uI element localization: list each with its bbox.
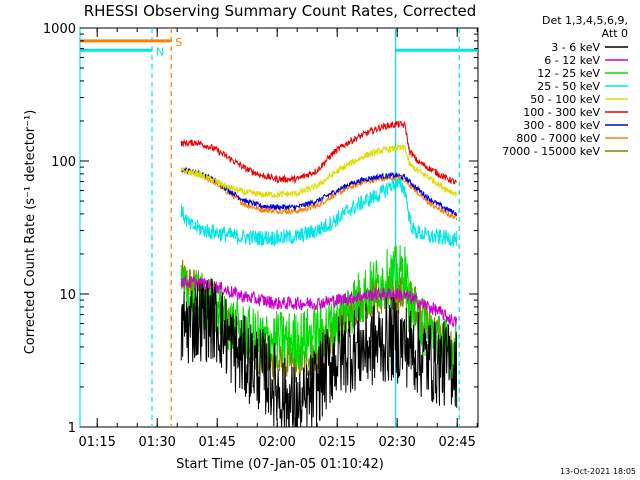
footer-timestamp: 13-Oct-2021 18:05 (560, 467, 636, 476)
series-group (180, 120, 458, 428)
x-tick-label: 02:00 (258, 435, 295, 450)
legend-label: 6 - 12 keV (544, 54, 600, 67)
x-tick-label: 02:30 (378, 435, 415, 450)
x-tick-label: 01:30 (138, 435, 175, 450)
series-line (180, 167, 458, 221)
series-line (180, 143, 458, 200)
legend-label: 50 - 100 keV (530, 93, 600, 106)
chart-title: RHESSI Observing Summary Count Rates, Co… (84, 2, 477, 20)
x-tick-label: 02:45 (438, 435, 475, 450)
legend-label: 3 - 6 keV (551, 41, 600, 54)
legend-label: 800 - 7000 keV (516, 132, 600, 145)
legend-label: 300 - 800 keV (523, 119, 600, 132)
legend-label: 100 - 300 keV (523, 106, 600, 119)
x-tick-label: 01:15 (78, 435, 115, 450)
annotation-lines (79, 28, 460, 427)
series-line (180, 177, 458, 247)
series-line (180, 275, 458, 328)
legend-label: 12 - 25 keV (537, 67, 600, 80)
flag-bars: SN (80, 36, 478, 58)
flag-label: S (175, 36, 182, 49)
legend-label: 7000 - 15000 keV (502, 145, 600, 158)
x-axis-label: Start Time (07-Jan-05 01:10:42) (176, 457, 384, 472)
x-tick-label: 02:15 (318, 435, 355, 450)
y-axis-label: Corrected Count Rate (s⁻¹ detector⁻¹) (23, 110, 38, 355)
legend-label: 25 - 50 keV (537, 80, 600, 93)
y-tick-label: 100 (51, 155, 76, 170)
x-tick-label: 01:45 (198, 435, 235, 450)
legend-header-line-1: Det 1,3,4,5,6,9, (542, 14, 628, 27)
y-axis-ticks: 1 10 100 1000 (43, 22, 478, 436)
flag-label: N (156, 45, 164, 58)
y-tick-label: 1 (68, 421, 76, 436)
legend-header-line-2: Att 0 (602, 27, 628, 40)
y-tick-label: 1000 (43, 22, 76, 37)
series-line (180, 120, 458, 185)
x-axis-ticks: 01:15 01:30 01:45 02:00 02:15 02:30 02:45 (78, 28, 478, 450)
y-tick-label: 10 (59, 288, 76, 303)
series-line (180, 278, 458, 428)
